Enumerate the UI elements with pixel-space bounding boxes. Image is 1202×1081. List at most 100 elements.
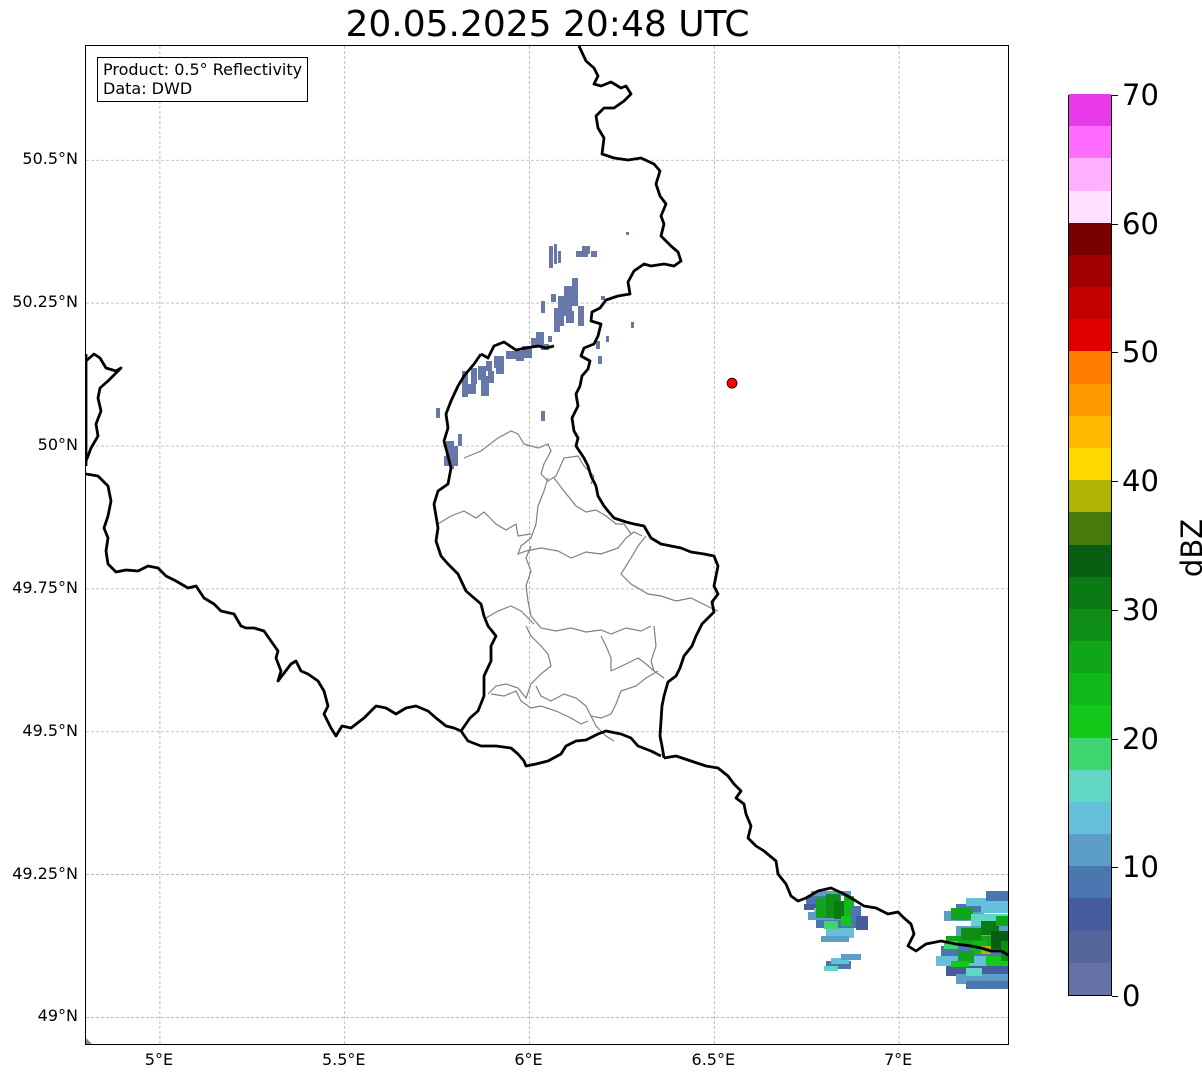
echo-pixel xyxy=(841,916,853,926)
echo-pixel xyxy=(436,408,440,418)
echo-pixel xyxy=(494,356,504,368)
colorbar-segment xyxy=(1069,962,1111,995)
echo-pixel xyxy=(981,901,1008,913)
radar-map xyxy=(86,46,1008,1044)
lat-tick-label: 50.5°N xyxy=(22,149,78,169)
colorbar-segment xyxy=(1069,544,1111,577)
echo-pixel xyxy=(516,351,524,361)
colorbar-segment xyxy=(1069,801,1111,835)
echo-pixel xyxy=(958,951,974,963)
echo-pixel xyxy=(1001,941,1008,961)
echo-pixel xyxy=(966,898,986,906)
echo-pixel xyxy=(554,244,557,264)
colorbar-segment xyxy=(1069,479,1111,513)
echo-pixel xyxy=(541,411,545,421)
echo-pixel xyxy=(446,441,454,461)
colorbar-tick-label: 50 xyxy=(1122,335,1159,370)
echo-pixel xyxy=(831,958,849,964)
map-title: 20.05.2025 20:48 UTC xyxy=(345,4,750,45)
colorbar-tick xyxy=(1112,738,1118,740)
reflectivity-echoes xyxy=(436,232,1008,989)
colorbar-segment xyxy=(1069,157,1111,191)
colorbar-segment xyxy=(1069,576,1111,609)
echo-pixel xyxy=(558,296,564,326)
echo-pixel xyxy=(596,341,600,349)
colorbar-segment xyxy=(1069,672,1111,706)
echo-pixel xyxy=(821,936,849,942)
echo-pixel xyxy=(549,246,553,268)
echo-pixel xyxy=(816,898,828,918)
echo-pixel xyxy=(452,446,458,466)
lat-tick-label: 50.25°N xyxy=(12,292,78,312)
lat-tick-label: 49°N xyxy=(37,1006,78,1026)
colorbar-segment xyxy=(1069,286,1111,320)
colorbar-tick-label: 20 xyxy=(1122,721,1159,756)
colorbar-segment xyxy=(1069,897,1111,931)
echo-pixel xyxy=(851,906,861,924)
echo-pixel xyxy=(458,434,462,446)
echo-pixel xyxy=(522,346,532,358)
echo-pixel xyxy=(541,301,545,313)
lat-tick-label: 49.5°N xyxy=(22,720,78,740)
colorbar-segment xyxy=(1069,608,1111,642)
echo-pixel xyxy=(996,916,1008,926)
echo-pixel xyxy=(548,336,552,342)
echo-pixel xyxy=(554,308,560,332)
colorbar-segment xyxy=(1069,415,1111,448)
lat-tick-label: 49.75°N xyxy=(12,577,78,597)
colorbar-tick-label: 60 xyxy=(1122,206,1159,241)
colorbar-segment xyxy=(1069,254,1111,288)
echo-pixel xyxy=(496,366,504,374)
colorbar-tick-label: 10 xyxy=(1122,850,1159,885)
map-panel[interactable] xyxy=(85,45,1009,1045)
echo-pixel xyxy=(582,246,590,254)
radar-site-marker xyxy=(86,377,738,1044)
colorbar-segment xyxy=(1069,737,1111,770)
echo-pixel xyxy=(572,278,578,306)
echo-pixel xyxy=(471,368,477,384)
echo-pixel xyxy=(506,351,518,359)
echo-pixel xyxy=(450,461,454,469)
data-source-label: Data: DWD xyxy=(103,79,193,98)
colorbar-segment xyxy=(1069,769,1111,802)
colorbar-segment xyxy=(1069,222,1111,255)
lon-tick-label: 5.5°E xyxy=(321,1050,366,1069)
echo-pixel xyxy=(488,371,494,383)
echo-pixel xyxy=(591,251,597,257)
borders xyxy=(86,46,1008,957)
echo-pixel xyxy=(961,928,981,940)
echo-pixel xyxy=(944,941,958,949)
colorbar-tick-label: 0 xyxy=(1122,979,1141,1013)
echo-pixel xyxy=(841,954,861,960)
colorbar-segment xyxy=(1069,865,1111,899)
echo-pixel xyxy=(626,232,629,235)
colorbar-segment xyxy=(1069,930,1111,963)
colorbar-tick xyxy=(1112,223,1118,225)
colorbar-segment xyxy=(1069,190,1111,223)
echo-pixel xyxy=(466,384,476,394)
echo-pixel xyxy=(811,891,851,896)
echo-pixel xyxy=(986,956,1008,966)
colorbar-label: dBZ xyxy=(1175,518,1202,578)
lon-tick-label: 7°E xyxy=(883,1050,913,1069)
echo-pixel xyxy=(966,968,982,976)
colorbar-segment xyxy=(1069,833,1111,867)
product-label: Product: 0.5° Reflectivity xyxy=(103,60,303,79)
echo-pixel xyxy=(481,376,489,396)
colorbar-tick xyxy=(1112,867,1118,869)
colorbar-segment xyxy=(1069,640,1111,674)
echo-pixel xyxy=(462,371,468,397)
echo-pixel xyxy=(834,901,844,919)
colorbar-tick xyxy=(1112,352,1118,354)
echo-pixel xyxy=(598,356,602,364)
colorbar-segment xyxy=(1069,383,1111,416)
echo-pixel xyxy=(826,928,854,938)
district-borders xyxy=(437,430,719,742)
echo-pixel xyxy=(606,336,609,342)
colorbar-segment xyxy=(1069,447,1111,481)
lon-tick-label: 6°E xyxy=(514,1050,543,1069)
echo-pixel xyxy=(486,361,492,371)
colorbar-tick-label: 30 xyxy=(1122,592,1159,627)
corner-land-fragment xyxy=(86,1038,92,1044)
echo-pixel xyxy=(951,908,973,920)
